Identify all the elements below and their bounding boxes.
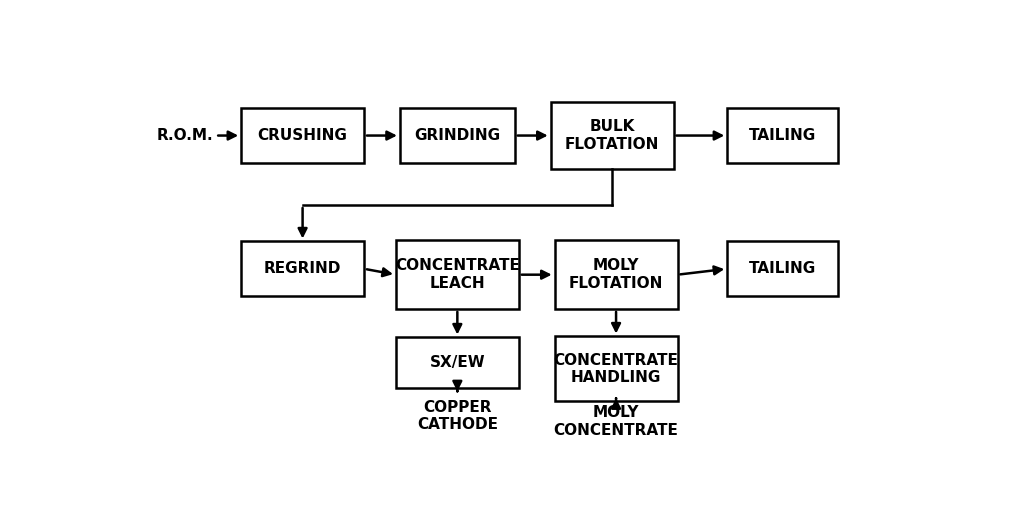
Text: MOLY
FLOTATION: MOLY FLOTATION — [569, 259, 664, 291]
Bar — [555, 240, 678, 309]
Text: CONCENTRATE
LEACH: CONCENTRATE LEACH — [395, 259, 520, 291]
Bar — [241, 108, 365, 163]
Text: R.O.M.: R.O.M. — [157, 128, 213, 143]
Text: CONCENTRATE
HANDLING: CONCENTRATE HANDLING — [554, 353, 679, 385]
Text: BULK
FLOTATION: BULK FLOTATION — [565, 119, 659, 152]
Text: CRUSHING: CRUSHING — [258, 128, 347, 143]
Bar — [396, 337, 519, 388]
Bar — [241, 241, 365, 296]
Text: TAILING: TAILING — [750, 128, 816, 143]
Bar — [555, 336, 678, 401]
Bar — [551, 102, 674, 169]
Bar — [727, 108, 839, 163]
Text: MOLY
CONCENTRATE: MOLY CONCENTRATE — [554, 406, 679, 438]
Bar — [727, 241, 839, 296]
Text: TAILING: TAILING — [750, 261, 816, 276]
Text: GRINDING: GRINDING — [415, 128, 501, 143]
Bar — [396, 240, 519, 309]
Text: SX/EW: SX/EW — [429, 355, 485, 371]
Bar — [399, 108, 515, 163]
Text: COPPER
CATHODE: COPPER CATHODE — [417, 400, 498, 432]
Text: REGRIND: REGRIND — [264, 261, 341, 276]
